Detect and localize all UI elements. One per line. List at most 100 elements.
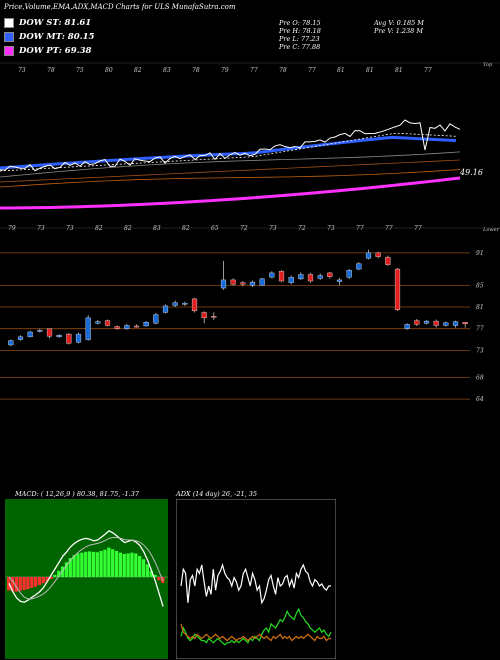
candle-body (85, 317, 91, 340)
macd-histogram-bar (60, 566, 65, 577)
candle-body (269, 272, 275, 278)
chart-title: Price,Volume,EMA,ADX,MACD Charts for ULS… (4, 3, 236, 11)
ema-top-tick: 80 (105, 67, 113, 74)
ema-top-tick: 77 (308, 67, 316, 74)
legend-dow-mt: DOW MT: 80.15 (4, 32, 94, 42)
macd-histogram-bar (84, 551, 88, 577)
legend-label-mt: DOW MT: 80.15 (19, 32, 95, 42)
macd-histogram-bar (33, 577, 38, 587)
macd-histogram-bar (57, 570, 61, 577)
macd-histogram-bar (14, 577, 18, 592)
macd-histogram-bar (153, 574, 157, 577)
ema-bottom-tick: 73 (37, 225, 45, 232)
macd-histogram-bar (126, 553, 130, 577)
macd-histogram-bar (141, 559, 146, 577)
ema-top-tick: 81 (395, 67, 403, 74)
candle-body (133, 325, 140, 328)
ema-bottom-tick: 73 (66, 225, 74, 232)
macd-histogram-bar (30, 577, 34, 588)
price-line (0, 119, 461, 172)
ema-top-tick: 78 (279, 67, 287, 74)
ema-bottom-tick: 65 (211, 225, 219, 232)
candle-body (365, 252, 372, 259)
candle-body (75, 333, 82, 343)
macd-histogram-bar (149, 570, 153, 577)
candle-body (452, 321, 459, 326)
candle-body (153, 314, 159, 324)
candle-body (278, 271, 285, 282)
macd-histogram-bar (18, 577, 22, 591)
macd-histogram-bar (72, 555, 76, 577)
ema-bottom-tick: 77 (356, 225, 364, 232)
candle-body (375, 252, 381, 257)
candle-body (46, 328, 53, 337)
candle-body (27, 331, 33, 338)
candle-body (56, 335, 62, 338)
macd-histogram-bar (45, 577, 49, 582)
ema-bottom-tick: 77 (414, 225, 422, 232)
macd-histogram-bar (157, 577, 161, 581)
candle-body (66, 333, 72, 344)
candle-body (259, 278, 265, 286)
macd-histogram-bar (91, 551, 96, 577)
candle-body (172, 302, 178, 306)
macd-histogram-bar (99, 550, 103, 577)
legend-dow-st: DOW ST: 81.61 (4, 18, 91, 28)
ema-bottom-tick: 77 (385, 225, 393, 232)
price-tick-label: 81 (476, 304, 484, 311)
candle-body (8, 340, 14, 346)
ema-top-tick: 83 (163, 67, 171, 74)
candle-body (317, 275, 323, 279)
price-tick-label: 91 (476, 250, 484, 257)
macd-histogram-bar (76, 553, 80, 577)
ema-top-tick: 81 (337, 67, 345, 74)
ema-value-label: 49.16 (459, 168, 483, 177)
macd-histogram-bar (95, 552, 99, 577)
macd-histogram-bar (107, 547, 111, 577)
macd-line (8, 530, 164, 607)
candle-body (462, 322, 468, 325)
candle-body (327, 272, 333, 277)
candle-body (162, 305, 169, 313)
macd-histogram-bar (41, 577, 45, 584)
candle-body (124, 325, 130, 329)
stat-avg-volume: Avg V: 0.185 M (374, 19, 424, 27)
macd-histogram-bar (49, 577, 53, 580)
macd-histogram-bar (64, 562, 69, 577)
macd-histogram-bar (134, 553, 138, 577)
legend-swatch-mt (4, 32, 14, 42)
candle-body (230, 279, 236, 285)
price-tick-label: 68 (476, 374, 484, 381)
macd-histogram-bar (37, 577, 42, 585)
macd-signal-line (8, 537, 164, 600)
macd-histogram-bar (118, 552, 123, 577)
candle-body (423, 320, 430, 324)
macd-histogram-bar (114, 550, 119, 577)
macd-chart (5, 499, 168, 659)
ema-bottom-tick: 82 (182, 225, 190, 232)
price-tick-label: 73 (476, 347, 484, 354)
candle-body (443, 322, 449, 326)
adx-series-line (180, 623, 331, 642)
ema-brown-line (0, 159, 461, 183)
ema-top-tick: 73 (18, 67, 26, 74)
stat-open: Pre O: 78.15 (279, 19, 321, 27)
ema-top-tick: 79 (221, 67, 229, 74)
ema-top-tick: 82 (134, 67, 142, 74)
legend-label-pt: DOW PT: 69.38 (19, 46, 92, 56)
ema-bottom-tick: 73 (327, 225, 335, 232)
adx-chart (176, 499, 336, 659)
candle-body (288, 277, 294, 283)
ema-top-right-label: Top (483, 62, 493, 68)
ema-bottom-tick: 83 (153, 225, 161, 232)
candle-body (385, 256, 391, 265)
macd-histogram-bar (68, 558, 72, 577)
candle-body (394, 268, 401, 310)
macd-histogram-bar (145, 564, 149, 577)
stat-low: Pre L: 77.23 (279, 35, 320, 43)
macd-params: MACD: ( 12,26,9 ) 80.38, 81.75, -1.37 (15, 490, 140, 498)
candle-body (220, 279, 227, 289)
macd-histogram-bar (111, 549, 115, 577)
macd-histogram-bar (130, 552, 134, 577)
price-tick-label: 77 (476, 326, 484, 333)
